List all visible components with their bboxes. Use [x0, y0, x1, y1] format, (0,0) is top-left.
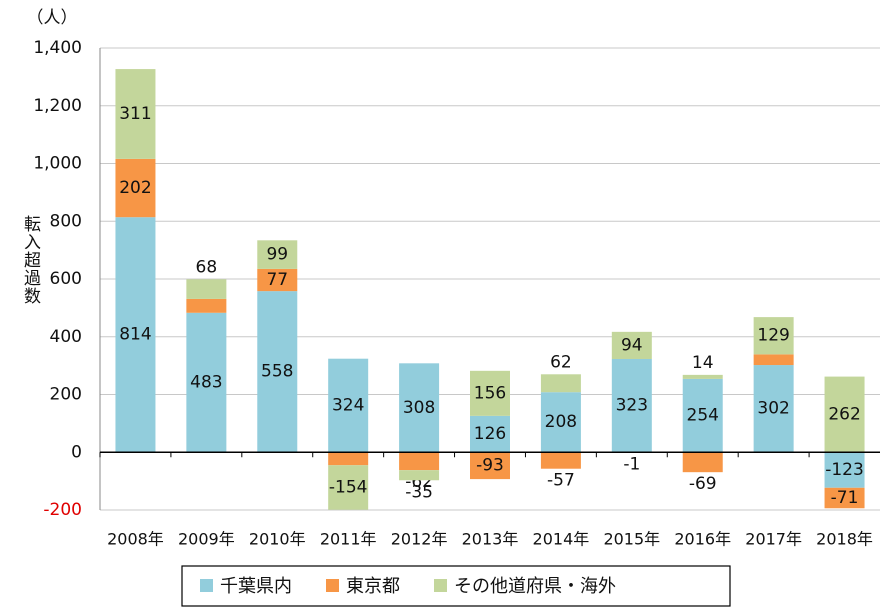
x-tick-label: 2013年 [462, 530, 519, 549]
bar-segment [753, 354, 794, 366]
data-label: 202 [119, 178, 151, 198]
bar-segment [399, 470, 440, 481]
bar-segment [328, 452, 369, 466]
data-label: -35 [405, 482, 433, 502]
data-label: 308 [403, 398, 435, 418]
y-tick-label: 600 [50, 269, 82, 289]
data-label: 311 [119, 104, 151, 124]
bar-segment [257, 291, 298, 453]
bar-segment [186, 298, 227, 313]
bar-segment [824, 487, 865, 509]
data-label: 126 [474, 424, 506, 444]
legend-swatch [326, 579, 339, 592]
bar-segment [824, 452, 865, 488]
y-tick-label: 1,200 [33, 96, 82, 116]
bar-segment [470, 452, 510, 480]
y-unit: （人） [27, 8, 78, 28]
bar-segment [186, 279, 227, 299]
y-tick-label: -200 [43, 500, 82, 520]
x-tick-label: 2017年 [745, 530, 802, 549]
y-tick-label: 0 [71, 442, 82, 462]
x-tick-label: 2018年 [816, 530, 873, 549]
bar-segment [257, 268, 298, 292]
data-label: -69 [689, 474, 717, 494]
data-label: 77 [266, 270, 288, 290]
data-label: 558 [261, 362, 293, 382]
data-label: 68 [196, 257, 218, 277]
bar-segment [682, 378, 723, 453]
data-label: 62 [550, 352, 572, 372]
data-label: -1 [623, 455, 640, 475]
bar-segment [328, 358, 369, 453]
legend-box [181, 565, 731, 607]
bar-segment [540, 374, 581, 393]
x-tick-label: 2014年 [533, 530, 590, 549]
x-tick-label: 2011年 [320, 530, 377, 549]
bar-segment [399, 363, 440, 453]
data-label: 208 [545, 412, 577, 432]
data-label: 323 [616, 396, 648, 416]
bar-segment [470, 370, 510, 416]
data-label: 483 [190, 373, 222, 393]
bar-segment [399, 452, 440, 471]
data-label: 324 [332, 395, 364, 415]
data-label: 302 [757, 399, 789, 419]
x-tick-label: 2015年 [603, 530, 660, 549]
bar-segment [753, 317, 794, 355]
bar-segment [611, 331, 652, 359]
data-label: -57 [547, 471, 575, 491]
bar-segment [257, 240, 298, 269]
bar-segment [682, 374, 723, 379]
bar-segment [540, 392, 581, 453]
legend-swatch [434, 579, 447, 592]
legend-label: その他道府県・海外 [454, 576, 616, 597]
data-label: 94 [621, 335, 643, 355]
data-label: -154 [329, 477, 368, 497]
x-tick-label: 2008年 [107, 530, 164, 549]
bar-segment [470, 415, 510, 453]
y-tick-label: 800 [50, 211, 82, 231]
data-label: 814 [119, 325, 151, 345]
y-tick-label: 1,400 [33, 38, 82, 58]
x-tick-label: 2010年 [249, 530, 306, 549]
bar-segment [115, 69, 156, 159]
x-tick-label: 2016年 [674, 530, 731, 549]
legend-label: 千葉県内 [220, 576, 292, 597]
y-axis-title: 転入超過数 [20, 215, 41, 305]
bar-segment [328, 465, 369, 510]
data-label: 156 [474, 383, 506, 403]
data-label: -123 [825, 460, 864, 480]
bar-segment [753, 365, 794, 453]
y-tick-label: 400 [50, 327, 82, 347]
x-tick-label: 2012年 [391, 530, 448, 549]
bar-segment [611, 358, 652, 453]
data-label: 99 [266, 245, 288, 265]
y-tick-label: 1,000 [33, 154, 82, 174]
bar-segment [540, 452, 581, 469]
data-label: 129 [757, 326, 789, 346]
data-label: 254 [687, 406, 719, 426]
bar-segment [682, 452, 723, 473]
data-label: 262 [828, 404, 860, 424]
bar-segment [115, 217, 156, 453]
data-label: 14 [692, 353, 714, 373]
data-label: -93 [476, 456, 504, 476]
bar-segment [186, 312, 227, 453]
legend-swatch [200, 579, 213, 592]
bar-segment [115, 158, 156, 218]
x-tick-label: 2009年 [178, 530, 235, 549]
data-label: -71 [831, 488, 859, 508]
y-tick-label: 200 [50, 385, 82, 405]
bar-segment [824, 376, 865, 453]
legend-label: 東京都 [346, 576, 400, 597]
